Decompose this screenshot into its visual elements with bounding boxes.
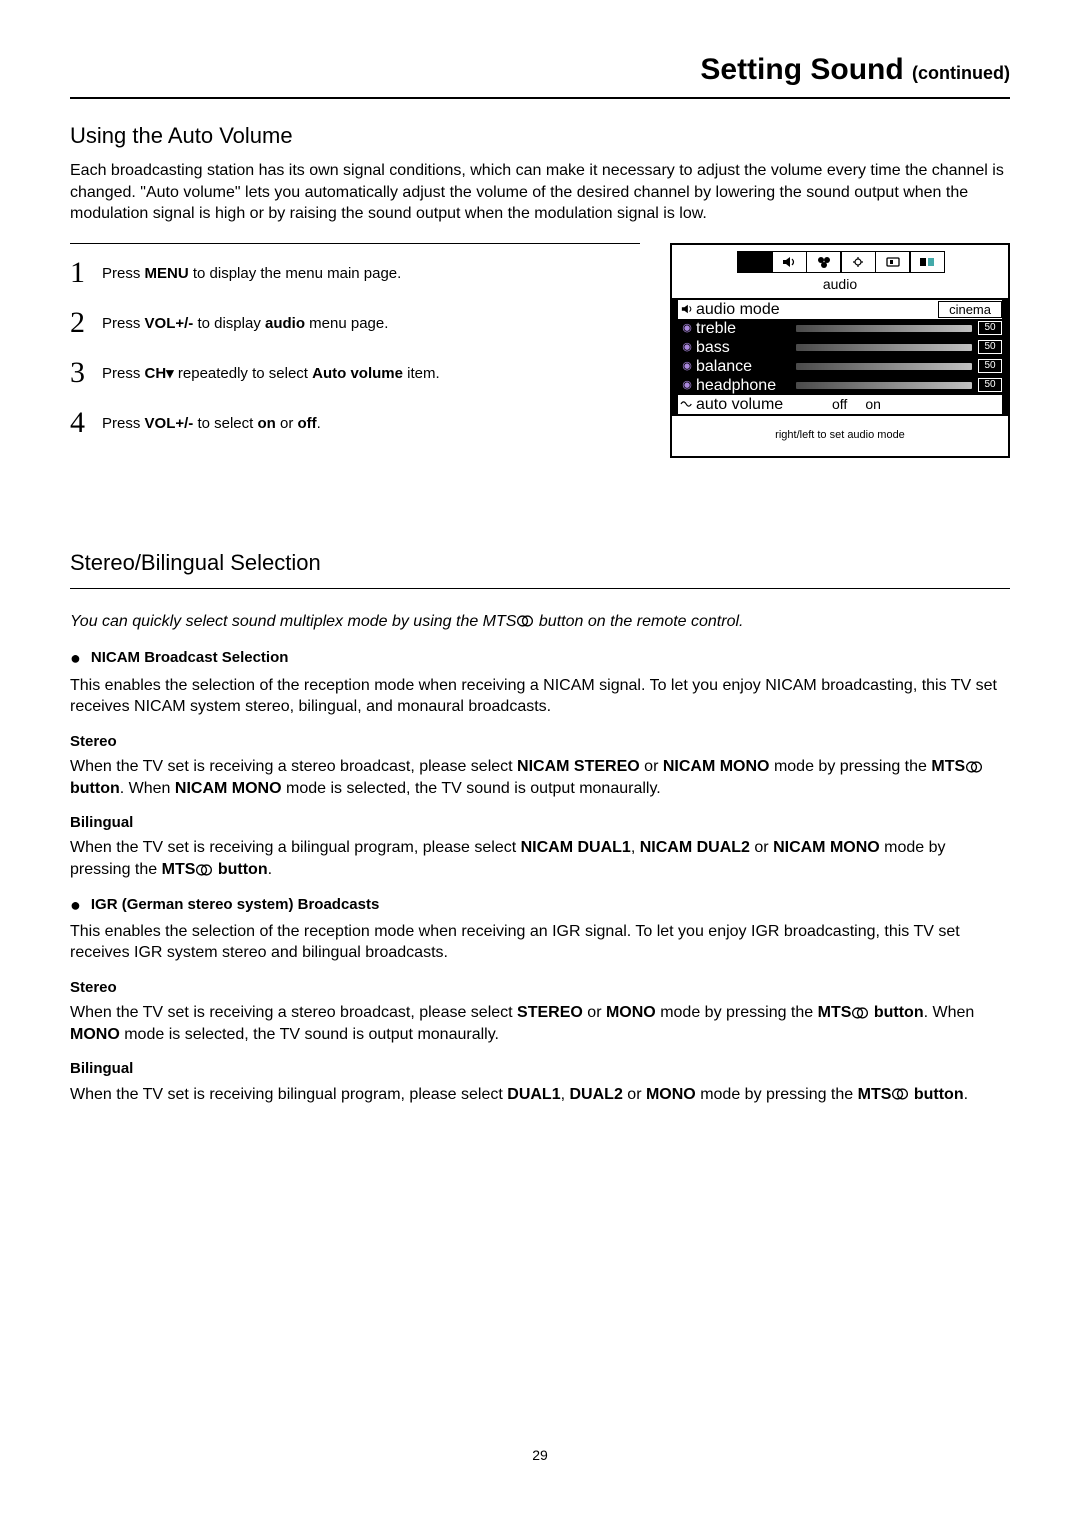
igr-heading-row: ● IGR (German stereo system) Broadcasts (70, 895, 1010, 915)
section1-intro: Each broadcasting station has its own si… (70, 160, 1010, 225)
page-number: 29 (70, 1446, 1010, 1465)
osd-tab-icon-3 (806, 251, 842, 273)
page-title-sub: (continued) (912, 63, 1010, 83)
nicam-heading-row: ● NICAM Broadcast Selection (70, 648, 1010, 668)
mts-icon (516, 615, 534, 627)
nicam-bili-para: When the TV set is receiving a bilingual… (70, 837, 1010, 880)
osd-row: ◉treble50 (678, 319, 1002, 338)
osd-row: ◉balance50 (678, 357, 1002, 376)
osd-tab-active (737, 251, 773, 273)
osd-row: audio modecinema (678, 300, 1002, 319)
igr-bili-para: When the TV set is receiving bilingual p… (70, 1084, 1010, 1106)
row-value: offon (796, 395, 1002, 414)
nicam-heading: NICAM Broadcast Selection (91, 648, 289, 668)
note-text-post: button on the remote control. (534, 613, 743, 630)
divider (70, 243, 640, 244)
row-icon: ◉ (678, 340, 696, 355)
bullet-icon: ● (70, 649, 81, 667)
mts-note: You can quickly select sound multiplex m… (70, 611, 1010, 633)
row-label: auto volume (696, 394, 796, 416)
osd-tab-audio-icon (771, 251, 807, 273)
igr-bilingual-block: Bilingual When the TV set is receiving b… (70, 1059, 1010, 1105)
nicam-stereo-head: Stereo (70, 732, 1010, 752)
nicam-bili-head: Bilingual (70, 813, 1010, 833)
step-row: 2 Press VOL+/- to display audio menu page… (70, 308, 640, 338)
step-text: Press CH▾ repeatedly to select Auto volu… (102, 358, 440, 384)
nicam-stereo-block: Stereo When the TV set is receiving a st… (70, 732, 1010, 799)
mts-icon (195, 864, 213, 876)
row-value: 50 (796, 378, 1002, 392)
igr-heading: IGR (German stereo system) Broadcasts (91, 895, 379, 915)
row-value: 50 (796, 321, 1002, 335)
osd-hint: right/left to set audio mode (672, 416, 1008, 451)
section1-title: Using the Auto Volume (70, 121, 1010, 151)
nicam-stereo-para: When the TV set is receiving a stereo br… (70, 756, 1010, 799)
nicam-para: This enables the selection of the recept… (70, 675, 1010, 718)
igr-para: This enables the selection of the recept… (70, 921, 1010, 964)
row-value: cinema (796, 301, 1002, 318)
osd-tab-icon-4 (840, 251, 876, 273)
row-icon: ◉ (678, 321, 696, 336)
step-row: 3 Press CH▾ repeatedly to select Auto vol… (70, 358, 640, 388)
osd-tab-icon-6 (909, 251, 945, 273)
osd-tabs-label: audio (672, 275, 1008, 298)
osd-tabs (672, 245, 1008, 275)
row-value: 50 (796, 359, 1002, 373)
step-row: 1 Press MENU to display the menu main pag… (70, 258, 640, 288)
osd-panel: audio audio modecinema◉treble50◉bass50◉b… (670, 243, 1010, 458)
step-number: 1 (70, 258, 92, 288)
step-row: 4 Press VOL+/- to select on or off. (70, 408, 640, 438)
divider (70, 588, 1010, 589)
steps-column: 1 Press MENU to display the menu main pag… (70, 243, 640, 458)
mts-icon (851, 1007, 869, 1019)
igr-stereo-block: Stereo When the TV set is receiving a st… (70, 978, 1010, 1045)
row-icon: ◉ (678, 359, 696, 374)
step-text: Press VOL+/- to select on or off. (102, 408, 321, 434)
osd-row: ◉headphone50 (678, 376, 1002, 395)
row-icon (678, 303, 696, 315)
mts-icon (891, 1088, 909, 1100)
step-number: 4 (70, 408, 92, 438)
igr-bili-head: Bilingual (70, 1059, 1010, 1079)
step-number: 3 (70, 358, 92, 388)
osd-tab-icon-5 (875, 251, 911, 273)
row-icon: ◉ (678, 378, 696, 393)
osd-row: auto volumeoffon (678, 395, 1002, 414)
mts-icon (965, 761, 983, 773)
note-text-pre: You can quickly select sound multiplex m… (70, 613, 516, 630)
step-number: 2 (70, 308, 92, 338)
step-text: Press MENU to display the menu main page… (102, 258, 401, 284)
osd-row: ◉bass50 (678, 338, 1002, 357)
bullet-icon: ● (70, 896, 81, 914)
igr-stereo-para: When the TV set is receiving a stereo br… (70, 1002, 1010, 1045)
step-text: Press VOL+/- to display audio menu page. (102, 308, 388, 334)
nicam-bilingual-block: Bilingual When the TV set is receiving a… (70, 813, 1010, 880)
section2-title: Stereo/Bilingual Selection (70, 548, 1010, 578)
osd-list: audio modecinema◉treble50◉bass50◉balance… (672, 298, 1008, 416)
page-title-main: Setting Sound (700, 53, 912, 86)
page-header: Setting Sound (continued) (70, 50, 1010, 99)
igr-stereo-head: Stereo (70, 978, 1010, 998)
row-value: 50 (796, 340, 1002, 354)
row-icon (678, 398, 696, 410)
